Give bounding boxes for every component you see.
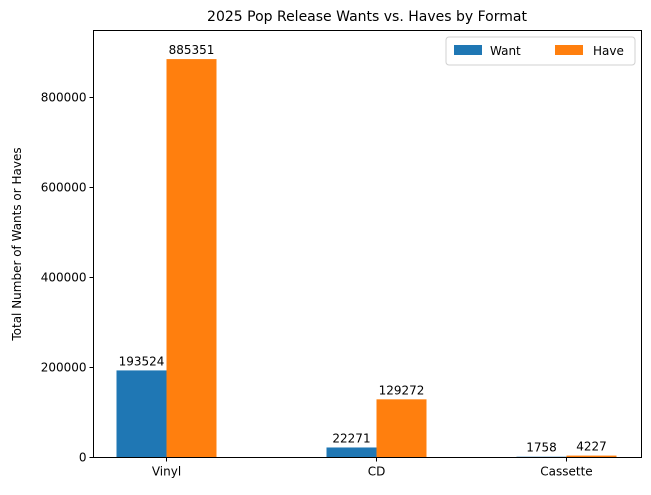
y-tick-label: 600000	[41, 181, 87, 195]
legend-label-have: Have	[593, 44, 624, 58]
y-axis-ticks: 0 200000 400000 600000 800000	[41, 91, 94, 465]
bar-want-vinyl	[116, 370, 167, 458]
bar-want-cd	[326, 447, 377, 458]
plot-frame	[93, 30, 642, 458]
x-axis-ticks: Vinyl CD Cassette	[152, 457, 593, 479]
x-tick-label: Cassette	[540, 465, 592, 479]
bar-have-cassette	[566, 455, 617, 458]
bar-value-label: 1758	[526, 441, 557, 455]
bar-value-label: 129272	[379, 383, 425, 397]
bar-have-cd	[376, 399, 427, 458]
svg-text:Total Number of Wants or Haves: Total Number of Wants or Haves	[10, 147, 24, 341]
legend-swatch-want	[454, 45, 482, 55]
legend-label-want: Want	[490, 44, 521, 58]
x-tick-label: Vinyl	[152, 465, 181, 479]
y-tick-label: 200000	[41, 361, 87, 375]
bars-group	[116, 59, 617, 458]
bar-value-label: 193524	[119, 354, 165, 368]
legend-swatch-have	[555, 45, 583, 55]
legend-box	[445, 36, 636, 66]
y-axis-label: Total Number of Wants or Haves	[10, 147, 24, 341]
y-tick-label: 0	[79, 451, 87, 465]
legend: Want Have	[445, 36, 636, 66]
y-tick-label: 800000	[41, 91, 87, 105]
bar-have-vinyl	[166, 59, 217, 458]
bar-value-label: 22271	[332, 431, 370, 445]
bar-value-label: 4227	[576, 440, 607, 454]
bar-value-labels: 193524 885351 22271 129272 1758 4227	[119, 43, 607, 455]
x-tick-label: CD	[368, 465, 386, 479]
chart-title: 2025 Pop Release Wants vs. Haves by Form…	[207, 9, 527, 25]
y-tick-label: 400000	[41, 271, 87, 285]
bar-value-label: 885351	[169, 43, 215, 57]
